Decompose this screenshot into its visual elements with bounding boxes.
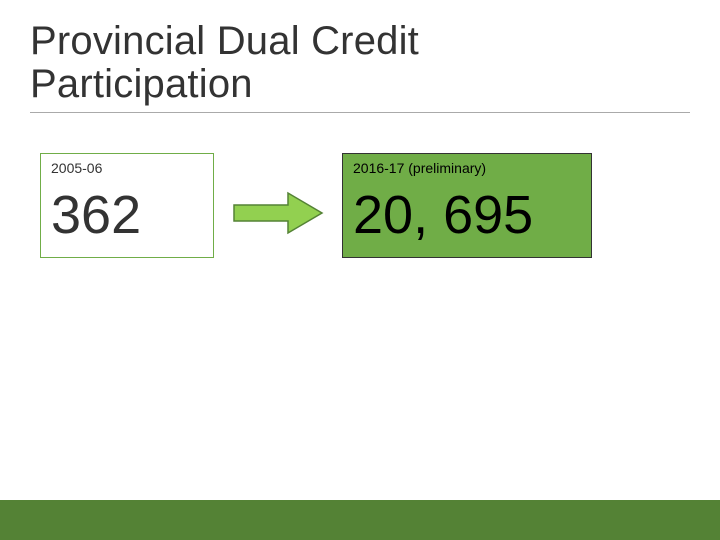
title-underline [30, 112, 690, 113]
title-line-1: Provincial Dual Credit [30, 19, 419, 63]
card-right-value: 20, 695 [343, 180, 591, 256]
card-left-header: 2005-06 [41, 154, 213, 180]
card-2016-17: 2016-17 (preliminary) 20, 695 [342, 153, 592, 257]
title-block: Provincial Dual Credit Participation [0, 0, 720, 106]
page-title: Provincial Dual Credit Participation [30, 20, 690, 106]
card-right-header: 2016-17 (preliminary) [343, 154, 591, 180]
arrow-right-icon [232, 189, 324, 237]
title-line-2: Participation [30, 62, 253, 106]
footer-bar [0, 500, 720, 540]
growth-arrow [232, 189, 324, 237]
content-area: 2005-06 362 2016-17 (preliminary) 20, 69… [0, 153, 720, 257]
card-left-value: 362 [41, 180, 213, 256]
card-2005-06: 2005-06 362 [40, 153, 214, 257]
